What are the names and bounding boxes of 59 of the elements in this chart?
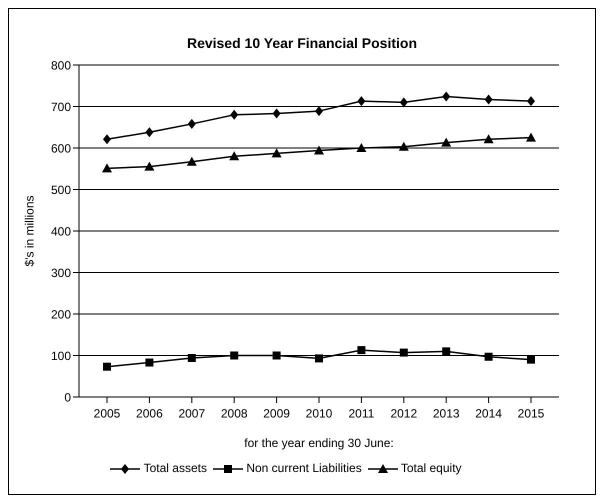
point [103, 362, 111, 371]
point [400, 97, 408, 108]
legend-label: Total assets [142, 461, 207, 475]
x-tick-label: 2009 [263, 406, 290, 421]
legend-label: Total equity [400, 461, 462, 475]
x-tick-label: 2008 [220, 406, 248, 421]
point [356, 143, 366, 152]
y-tick-label: 700 [50, 100, 72, 114]
y-axis-title: $'s in millions [22, 196, 36, 266]
point [230, 110, 238, 120]
y-tick-label: 800 [50, 58, 72, 72]
point [230, 352, 238, 360]
chart-title: Revised 10 Year Financial Position [186, 34, 418, 53]
point [186, 156, 197, 166]
x-tick-label: 2012 [390, 406, 418, 421]
y-tick-label: 100 [50, 348, 72, 363]
point [272, 108, 281, 119]
point [527, 356, 535, 364]
point [315, 106, 323, 116]
x-tick-label: 2013 [432, 406, 460, 421]
point [442, 347, 450, 356]
point [145, 358, 154, 367]
point [314, 145, 324, 154]
point [527, 96, 535, 106]
point [229, 151, 240, 160]
point [144, 162, 154, 171]
y-tick-label: 300 [50, 266, 72, 280]
point [103, 134, 111, 144]
point [188, 118, 196, 129]
point [102, 163, 112, 172]
x-tick-label: 2015 [518, 406, 545, 421]
y-tick-label: 600 [50, 141, 72, 156]
point [484, 352, 493, 361]
point [357, 96, 366, 106]
y-tick-label: 0 [64, 390, 72, 404]
y-tick-label: 500 [50, 182, 72, 197]
point [272, 148, 282, 158]
y-tick-label: 200 [50, 307, 72, 322]
x-axis-title: for the year ending 30 June: [244, 436, 394, 450]
point [272, 352, 281, 360]
point [145, 127, 154, 138]
x-tick-label: 2014 [475, 406, 502, 421]
x-tick-label: 2011 [348, 406, 375, 421]
point [400, 348, 408, 357]
point [398, 142, 409, 151]
point [526, 132, 536, 142]
point [357, 346, 366, 354]
point [442, 92, 450, 102]
x-tick-label: 2005 [94, 406, 121, 421]
x-tick-label: 2006 [136, 406, 164, 421]
point [441, 138, 452, 147]
point [188, 354, 196, 362]
point [484, 94, 493, 104]
y-tick-label: 400 [50, 224, 72, 238]
point [484, 134, 494, 144]
x-tick-label: 2010 [306, 406, 333, 421]
legend-label: Non current Liabilities [245, 461, 362, 475]
point [315, 354, 323, 362]
x-tick-label: 2007 [178, 406, 206, 421]
